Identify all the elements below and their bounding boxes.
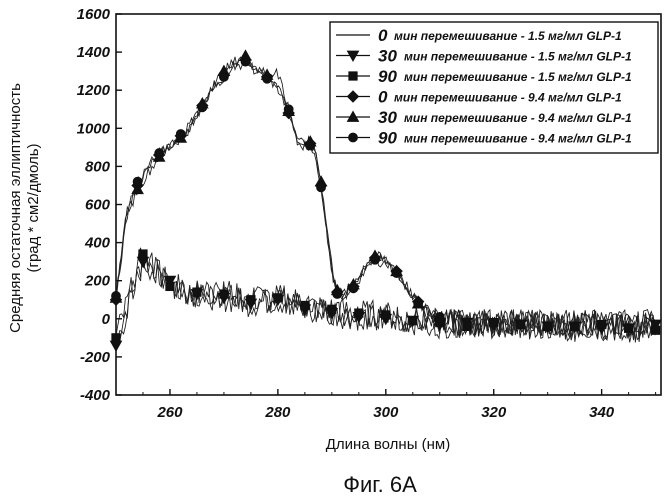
x-tick-label: 340 bbox=[589, 404, 615, 421]
legend-entry-label: мин перемешивание - 9.4 мг/мл GLP-1 bbox=[394, 91, 622, 105]
x-tick-label: 300 bbox=[373, 404, 399, 421]
legend-entry-label: мин перемешивание - 9.4 мг/мл GLP-1 bbox=[404, 111, 632, 125]
data-point bbox=[193, 288, 201, 296]
legend-entry-number: 90 bbox=[378, 67, 397, 86]
data-point bbox=[490, 318, 498, 326]
y-tick-label: 200 bbox=[84, 273, 111, 290]
data-point bbox=[392, 269, 401, 278]
data-point bbox=[371, 255, 380, 264]
data-point bbox=[133, 177, 142, 186]
data-point bbox=[333, 290, 342, 299]
legend-entry-label: мин перемешивание - 1.5 мг/мл GLP-1 bbox=[404, 70, 632, 84]
y-axis-label: Средняя остаточная эллиптичность (град *… bbox=[7, 83, 42, 333]
data-point bbox=[598, 320, 606, 328]
data-point bbox=[463, 322, 471, 330]
data-point bbox=[198, 103, 207, 112]
data-point bbox=[263, 74, 272, 83]
legend-entry-number: 30 bbox=[378, 47, 397, 66]
data-point bbox=[247, 296, 255, 304]
legend-entry-label: мин перемешивание - 9.4 мг/мл GLP-1 bbox=[404, 132, 632, 146]
data-point bbox=[220, 290, 228, 298]
y-tick-label: 1600 bbox=[77, 6, 111, 23]
legend-entry-number: 0 bbox=[378, 88, 388, 107]
y-tick-label: 800 bbox=[85, 158, 111, 175]
y-tick-label: 1000 bbox=[77, 120, 111, 137]
x-tick-label: 260 bbox=[156, 404, 183, 421]
legend-entry-number: 90 bbox=[378, 129, 397, 148]
data-point bbox=[382, 311, 390, 319]
data-point bbox=[306, 141, 315, 150]
legend-entry-number: 0 bbox=[378, 26, 388, 45]
y-tick-label: -400 bbox=[80, 387, 111, 404]
data-point bbox=[349, 284, 358, 293]
data-point bbox=[317, 183, 326, 192]
y-tick-label: 1400 bbox=[77, 44, 111, 61]
data-point bbox=[624, 324, 632, 332]
y-axis-label-line2: (град * см2/дмоль) bbox=[25, 143, 42, 272]
x-axis-label: Длина волны (нм) bbox=[326, 436, 450, 453]
data-point bbox=[409, 317, 417, 325]
data-point bbox=[111, 341, 122, 351]
data-point bbox=[176, 130, 185, 139]
data-point bbox=[112, 334, 120, 342]
y-axis-label-line1: Средняя остаточная эллиптичность bbox=[7, 83, 24, 333]
x-tick-label: 320 bbox=[481, 404, 507, 421]
data-point bbox=[166, 282, 174, 290]
data-point bbox=[414, 299, 423, 308]
data-point bbox=[112, 292, 121, 301]
data-point bbox=[241, 57, 250, 66]
data-point bbox=[435, 312, 444, 321]
data-point bbox=[301, 301, 309, 309]
y-tick-label: 600 bbox=[85, 197, 111, 214]
data-point bbox=[651, 326, 659, 334]
data-point bbox=[517, 320, 525, 328]
data-point bbox=[544, 322, 552, 330]
data-point bbox=[274, 294, 282, 302]
legend-entry-number: 30 bbox=[378, 108, 397, 127]
data-point bbox=[139, 250, 147, 258]
legend-entry-label: мин перемешивание - 1.5 мг/мл GLP-1 bbox=[394, 29, 622, 43]
y-tick-label: 400 bbox=[84, 235, 111, 252]
data-point bbox=[284, 105, 293, 114]
legend: 0 мин перемешивание - 1.5 мг/мл GLP-1 30 ми… bbox=[330, 22, 658, 153]
data-point bbox=[571, 322, 579, 330]
data-point bbox=[220, 72, 229, 81]
legend-entry-label: мин перемешивание - 1.5 мг/мл GLP-1 bbox=[404, 50, 632, 64]
x-tick-label: 280 bbox=[264, 404, 291, 421]
data-point bbox=[355, 309, 363, 317]
data-point bbox=[349, 72, 357, 80]
data-point bbox=[328, 305, 336, 313]
y-tick-label: -200 bbox=[80, 349, 111, 366]
y-tick-label: 1200 bbox=[77, 82, 111, 99]
y-tick-label: 0 bbox=[102, 311, 111, 328]
figure-caption: Фиг. 6A bbox=[343, 472, 417, 497]
data-point bbox=[155, 149, 164, 158]
data-point bbox=[349, 133, 358, 142]
